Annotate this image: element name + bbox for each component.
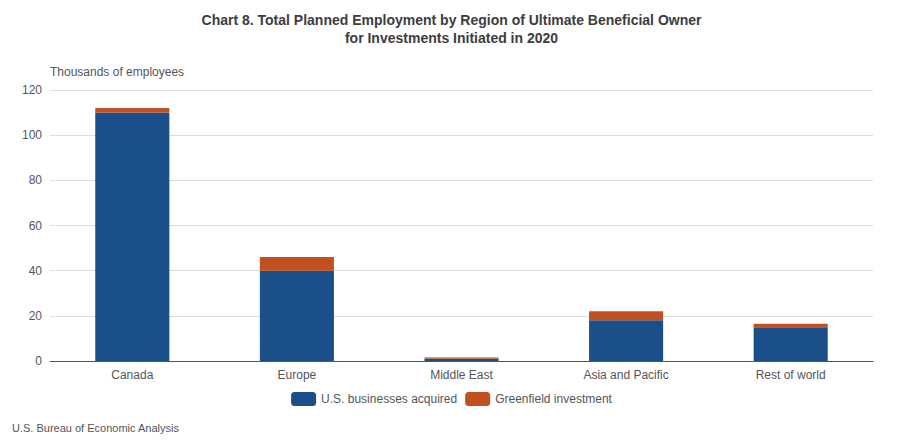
svg-text:20: 20	[29, 309, 43, 323]
svg-text:Chart 8. Total Planned Employm: Chart 8. Total Planned Employment by Reg…	[202, 12, 702, 28]
svg-text:Canada: Canada	[111, 368, 153, 382]
svg-text:Middle East: Middle East	[430, 368, 493, 382]
svg-text:Rest of world: Rest of world	[756, 368, 826, 382]
svg-text:100: 100	[22, 128, 42, 142]
svg-text:Greenfield investment: Greenfield investment	[495, 392, 612, 406]
svg-text:40: 40	[29, 264, 43, 278]
svg-text:80: 80	[29, 173, 43, 187]
svg-text:U.S. Bureau of Economic Analys: U.S. Bureau of Economic Analysis	[12, 422, 179, 434]
svg-text:for Investments Initiated in 2: for Investments Initiated in 2020	[345, 30, 558, 46]
svg-text:U.S. businesses acquired: U.S. businesses acquired	[321, 392, 457, 406]
svg-text:60: 60	[29, 219, 43, 233]
svg-text:Europe: Europe	[278, 368, 317, 382]
svg-text:120: 120	[22, 83, 42, 97]
svg-text:Thousands of employees: Thousands of employees	[50, 65, 184, 79]
svg-text:0: 0	[35, 354, 42, 368]
svg-text:Asia and Pacific: Asia and Pacific	[583, 368, 668, 382]
